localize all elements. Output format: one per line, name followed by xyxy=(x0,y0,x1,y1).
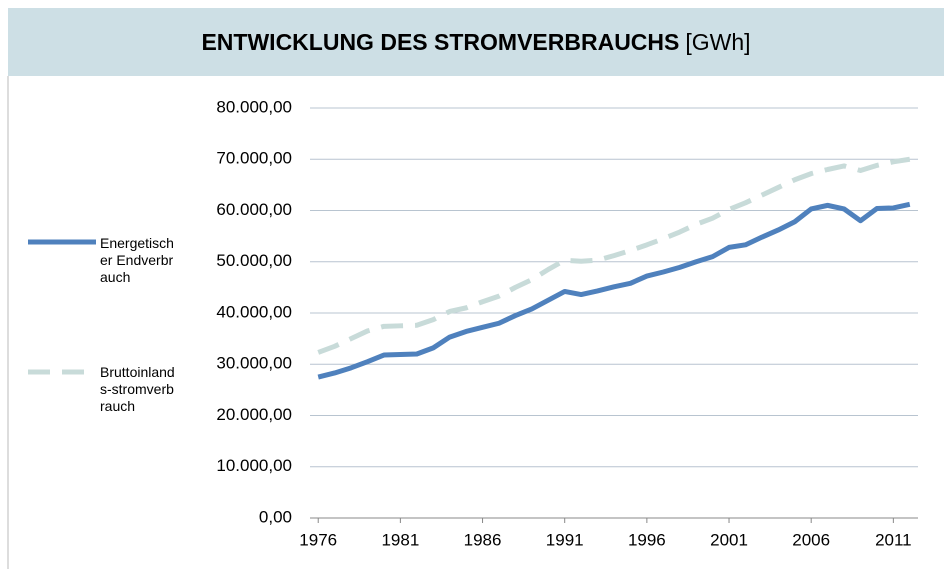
series-line xyxy=(317,201,911,380)
y-tick-label: 10.000,00 xyxy=(216,456,292,475)
x-tick-label: 2011 xyxy=(875,530,912,549)
y-tick-label: 30.000,00 xyxy=(216,354,292,373)
y-tick-label: 70.000,00 xyxy=(216,149,292,168)
x-tick-label: 1981 xyxy=(381,530,419,549)
x-tick-label: 2001 xyxy=(710,530,748,549)
y-tick-label: 80.000,00 xyxy=(216,97,292,116)
y-tick-label: 60.000,00 xyxy=(216,200,292,219)
chart-title: ENTWICKLUNG DES STROMVERBRAUCHS xyxy=(201,29,679,55)
y-tick-label: 50.000,00 xyxy=(216,251,292,270)
chart-unit: [GWh] xyxy=(685,29,750,55)
x-tick-label: 1996 xyxy=(628,530,666,549)
title-group: ENTWICKLUNG DES STROMVERBRAUCHS [GWh] xyxy=(201,29,750,55)
legend-label: Energetischer Endverbrauch xyxy=(100,235,174,285)
legend-label: Bruttoinlands-stromverbrauch xyxy=(100,364,175,414)
x-tick-label: 1991 xyxy=(546,530,584,549)
y-tick-label: 0,00 xyxy=(259,507,292,526)
y-tick-label: 40.000,00 xyxy=(216,302,292,321)
title-band xyxy=(8,8,944,76)
x-tick-label: 2006 xyxy=(792,530,830,549)
y-tick-label: 20.000,00 xyxy=(216,405,292,424)
series-line xyxy=(317,156,911,355)
x-tick-label: 1976 xyxy=(299,530,337,549)
x-tick-label: 1986 xyxy=(464,530,502,549)
